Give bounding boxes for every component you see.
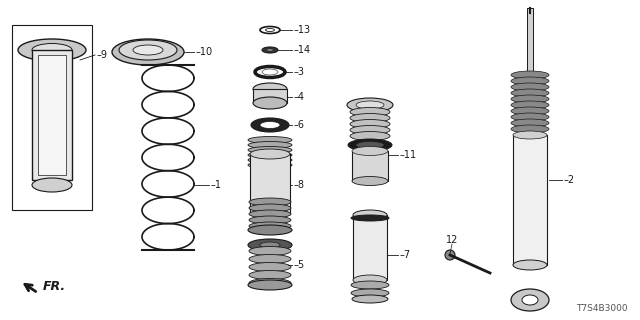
Text: FR.: FR. bbox=[43, 281, 66, 293]
Ellipse shape bbox=[350, 132, 390, 140]
Ellipse shape bbox=[522, 295, 538, 305]
Ellipse shape bbox=[350, 119, 390, 129]
Ellipse shape bbox=[248, 141, 292, 148]
Text: –3: –3 bbox=[294, 67, 305, 77]
Ellipse shape bbox=[352, 147, 388, 156]
Ellipse shape bbox=[133, 45, 163, 55]
Text: –4: –4 bbox=[294, 92, 305, 102]
Text: –13: –13 bbox=[294, 25, 311, 35]
Ellipse shape bbox=[511, 71, 549, 79]
Ellipse shape bbox=[513, 131, 547, 139]
Ellipse shape bbox=[248, 162, 292, 169]
Ellipse shape bbox=[511, 83, 549, 91]
Ellipse shape bbox=[353, 210, 387, 220]
Ellipse shape bbox=[262, 69, 278, 75]
Text: –14: –14 bbox=[294, 45, 311, 55]
Text: 12: 12 bbox=[446, 235, 458, 245]
Ellipse shape bbox=[351, 215, 389, 221]
Text: –8: –8 bbox=[294, 180, 305, 190]
Ellipse shape bbox=[248, 280, 292, 290]
Bar bbox=[32, 50, 72, 180]
Bar bbox=[38, 55, 66, 175]
Ellipse shape bbox=[112, 39, 184, 65]
Text: –11: –11 bbox=[400, 150, 417, 160]
Text: –5: –5 bbox=[294, 260, 305, 270]
Ellipse shape bbox=[249, 210, 291, 218]
Text: –6: –6 bbox=[294, 120, 305, 130]
Text: –1: –1 bbox=[211, 180, 222, 190]
Ellipse shape bbox=[356, 141, 384, 148]
Bar bbox=[513, 135, 547, 265]
Text: –7: –7 bbox=[400, 250, 411, 260]
Ellipse shape bbox=[249, 246, 291, 255]
Ellipse shape bbox=[348, 139, 392, 151]
Bar bbox=[250, 154, 290, 214]
Ellipse shape bbox=[249, 254, 291, 263]
Ellipse shape bbox=[249, 222, 291, 230]
Ellipse shape bbox=[352, 295, 388, 303]
Ellipse shape bbox=[249, 216, 291, 224]
Ellipse shape bbox=[249, 204, 291, 212]
Ellipse shape bbox=[511, 77, 549, 85]
Ellipse shape bbox=[248, 225, 292, 235]
Ellipse shape bbox=[511, 113, 549, 121]
Ellipse shape bbox=[250, 149, 290, 159]
Ellipse shape bbox=[356, 101, 384, 109]
Ellipse shape bbox=[353, 275, 387, 285]
Ellipse shape bbox=[32, 178, 72, 192]
Bar bbox=[253, 89, 287, 103]
Ellipse shape bbox=[32, 44, 72, 57]
Ellipse shape bbox=[350, 108, 390, 116]
Ellipse shape bbox=[352, 177, 388, 186]
Ellipse shape bbox=[262, 47, 278, 53]
Ellipse shape bbox=[248, 147, 292, 154]
Bar bbox=[353, 215, 387, 280]
Ellipse shape bbox=[260, 242, 280, 248]
Ellipse shape bbox=[351, 281, 389, 289]
Bar bbox=[527, 8, 533, 75]
Ellipse shape bbox=[513, 260, 547, 270]
Ellipse shape bbox=[511, 101, 549, 109]
Ellipse shape bbox=[119, 40, 177, 60]
Ellipse shape bbox=[253, 97, 287, 109]
Ellipse shape bbox=[248, 239, 292, 251]
Ellipse shape bbox=[511, 89, 549, 97]
Ellipse shape bbox=[253, 83, 287, 95]
Ellipse shape bbox=[249, 270, 291, 279]
Ellipse shape bbox=[511, 119, 549, 127]
Ellipse shape bbox=[248, 151, 292, 158]
Ellipse shape bbox=[511, 107, 549, 115]
Ellipse shape bbox=[511, 289, 549, 311]
Ellipse shape bbox=[260, 122, 280, 129]
Ellipse shape bbox=[511, 125, 549, 133]
Bar bbox=[12, 25, 92, 210]
Ellipse shape bbox=[249, 262, 291, 271]
Text: –10: –10 bbox=[196, 47, 213, 57]
Ellipse shape bbox=[347, 98, 393, 112]
Ellipse shape bbox=[249, 198, 291, 206]
Ellipse shape bbox=[248, 137, 292, 143]
Ellipse shape bbox=[266, 49, 273, 51]
Text: –9: –9 bbox=[97, 50, 108, 60]
Ellipse shape bbox=[350, 125, 390, 134]
Ellipse shape bbox=[251, 118, 289, 132]
Text: T7S4B3000: T7S4B3000 bbox=[577, 304, 628, 313]
Ellipse shape bbox=[248, 156, 292, 164]
Bar bbox=[352, 151, 388, 181]
Ellipse shape bbox=[249, 278, 291, 287]
Ellipse shape bbox=[511, 95, 549, 103]
Text: –2: –2 bbox=[564, 175, 575, 185]
Ellipse shape bbox=[350, 114, 390, 123]
Ellipse shape bbox=[18, 39, 86, 61]
Circle shape bbox=[445, 250, 455, 260]
Ellipse shape bbox=[351, 289, 389, 297]
